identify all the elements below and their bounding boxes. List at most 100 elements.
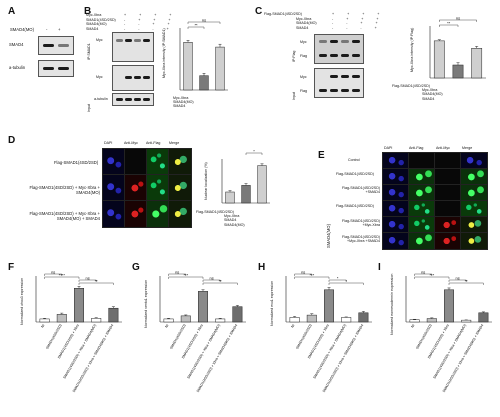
x-tick-label: NI [410,323,415,328]
sig-label: ** [194,23,198,28]
panel-d-col-flag: Anti-Flag [146,141,161,145]
sig-label: ns [455,276,459,281]
bar [108,307,119,323]
panel-d-row-0: Flag-SMAD1(4SD/2SD) [54,160,99,165]
panel-d-chart-ylabel: Nuclear localization (%) [204,162,208,200]
panel-b-chart-cond-1: SMAD4(MO) [173,100,194,105]
x-tick-label: SMAD1(4SD/2SD) + Xbra + SMAD4(MO) + SMAD… [72,323,114,393]
panel-e-col-dapi: DAPI [384,146,393,150]
bar [452,64,464,79]
panel-label-a: A [8,6,16,17]
bar [225,191,235,204]
bar [199,75,209,91]
sig-bracket [202,282,238,285]
sig-bracket [448,279,467,282]
panel-b-chart-ylabel: Myc-Xbra intensity (IP:SMAD1) [162,28,166,78]
bar [478,312,489,323]
bar [358,312,369,323]
panel-e-row-3: Flag-SMAD1(4SD/2SD) [336,204,374,208]
sig-label: ns [456,16,460,21]
panel-d-col-merge: Merge [169,141,180,145]
panel-c-chart-cond-2: SMAD4(MO) [422,92,443,97]
sig-label: * [253,149,255,154]
sig-bracket [328,282,364,285]
bar [426,318,437,323]
x-tick-label: SMAD1(4SD/2SD) + Xbra + SMAD4(MO) + SMAD… [322,323,364,393]
panel-e-row-1: Flag-SMAD1(4SD/2SD) [336,172,374,176]
x-tick-label: SMAD1(4SD/2SD) + Xbra + SMAD4(MO) + SMAD… [196,323,238,393]
sig-label: ns [175,270,179,275]
sig-bracket [187,26,205,29]
bar [409,319,420,323]
x-tick-label: SMAD1(4SD/2SD) + Xbra + SMAD4(MO) [186,324,221,380]
panel-e-col-flag: Anti-Flag [409,146,424,150]
bar [183,42,193,91]
sig-bracket [439,19,477,22]
sig-bracket [294,273,312,276]
panel-b-row-myc-input: Myc [96,75,103,79]
panel-d-row-1: Flag-SMAD1(4SD/2SD) + Myc-Xbra + SMAD4(M… [29,185,100,195]
panel-e-row-4: Flag-SMAD1(4SD/2SD) +Myc-Xbra [342,219,380,228]
panel-label-f: F [8,262,15,273]
x-tick-label: SMAD1(4SD/2SD) [169,324,187,350]
sig-bracket [168,276,204,279]
panel-e-side-label: SMAD4(MO) [326,224,331,248]
panel-b-cond-1: SMAD1(4SD/2SD) [86,17,116,22]
panel-b-blot-input-myc [112,65,154,91]
panel-i-chart: NI SMAD1(4SD/2SD)SMAD1(4SD/2SD) + XbraSMA… [405,270,492,393]
sig-bracket [294,276,330,279]
panel-b-cond-0: Myc-Xbra [86,13,102,17]
sig-label: ** [219,279,223,284]
sig-bracket [187,21,221,24]
bar [56,314,67,323]
panel-c-row-myc-ip: Myc [300,40,307,44]
panel-b-blot-tubulin [112,93,154,106]
panel-label-h: H [258,262,266,273]
panel-a-blot-smad4 [38,36,74,55]
panel-d-col-myc: Anti-Myc [124,141,138,145]
panel-c-chart-cond-3: SMAD4 [422,96,435,101]
sig-label: *** [309,273,314,278]
panel-i-ylabel: Normalized eomesodermin expression [390,273,394,335]
panel-label-d: D [8,135,16,146]
x-tick-label: SMAD1(4SD/2SD) [415,324,433,350]
panel-a-lane-2: + [58,27,61,32]
panel-d-chart: * [221,149,270,204]
panel-b-chart-cond-2: SMAD4 [173,104,186,109]
x-tick-label: SMAD1(4SD/2SD) + Xbra + SMAD4(MO) [62,324,97,380]
panel-c-blot-ip [314,34,364,64]
x-tick-label: SMAD1(4SD/2SD) [45,324,63,350]
sig-label: ns [51,270,55,275]
sig-label: ns [301,270,305,275]
panel-e-row-2: Flag-SMAD1(4SD/2SD) +SMAD4 [342,186,380,195]
panel-b-chart: ns ** [179,18,228,91]
bar [444,289,454,323]
panel-d-chart-cond-0: Flag-SMAD1(4SD/2SD) [196,210,234,214]
sig-label: **** [59,273,66,278]
panel-c-chart-cond-0: Flag-SMAD1(4SD/2SD) [392,84,430,88]
panel-a-row-smad4: SMAD4 [9,42,24,47]
panel-c-chart: ns ** [429,16,486,79]
sig-bracket [202,279,221,282]
sig-bracket [44,273,62,276]
x-tick-label: SMAD1(4SD/2SD) + Xbra + SMAD4(MO) + SMAD… [442,323,484,393]
sig-bracket [439,24,459,27]
panel-b-blot-ip [112,32,154,62]
panel-c-input-label: Input [292,92,296,100]
panel-c-cond-2: SMAD4(MO) [296,21,317,25]
bar [232,306,243,323]
bar [91,318,102,323]
sig-label: ns [209,276,213,281]
panel-d-chart-cond-3: SMAD4(MO) [224,222,245,227]
panel-label-g: G [132,262,140,273]
sig-label: * [345,279,347,284]
bar [241,185,251,204]
panel-c-row-flag-ip: Flag [300,54,307,58]
panel-label-e: E [318,150,325,161]
sig-label: ** [465,279,469,284]
panel-b-row-tubulin: a-tubulin [94,97,108,101]
sig-label: ns [202,18,206,23]
sig-label: ns [421,270,425,275]
sig-label: ns [85,276,89,281]
bar [257,165,267,204]
